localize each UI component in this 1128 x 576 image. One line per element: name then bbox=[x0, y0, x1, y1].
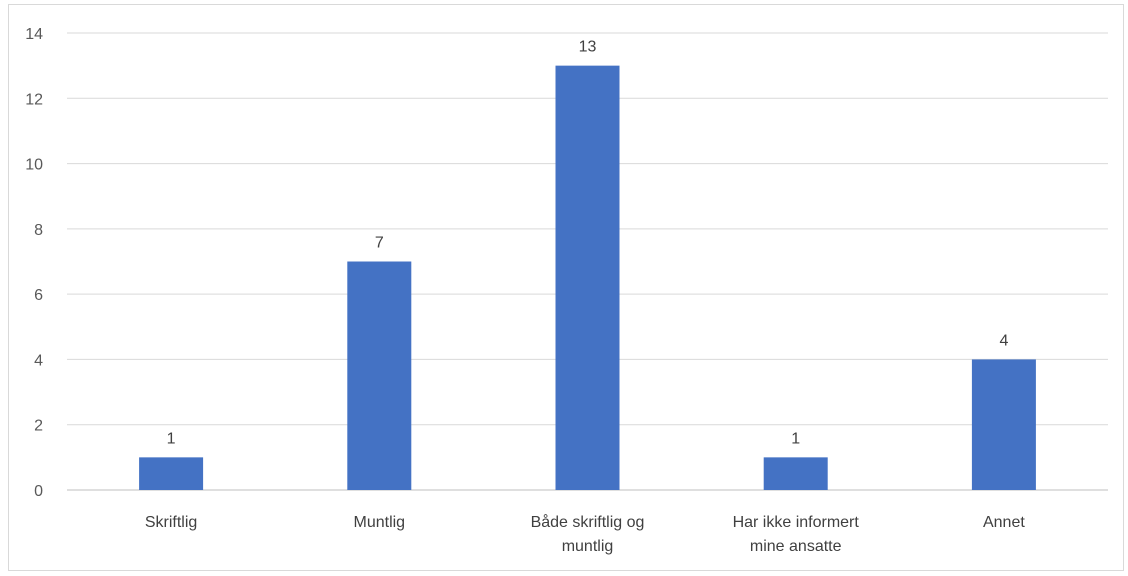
data-label: 7 bbox=[375, 235, 384, 252]
y-tick-label: 6 bbox=[34, 287, 43, 304]
data-label: 13 bbox=[579, 39, 597, 56]
x-category-label: Skriftlig bbox=[145, 514, 197, 531]
x-category-label: Annet bbox=[983, 514, 1025, 531]
data-label: 1 bbox=[791, 430, 800, 447]
y-tick-label: 8 bbox=[34, 222, 43, 239]
x-category-line: muntlig bbox=[562, 538, 614, 555]
y-tick-label: 2 bbox=[34, 418, 43, 435]
bars bbox=[139, 65, 1036, 491]
x-category-line: Har ikke informert bbox=[733, 514, 860, 531]
y-tick-label: 14 bbox=[25, 26, 43, 43]
x-category-label: Har ikke informert mine ansatte bbox=[733, 514, 860, 555]
data-labels: 1 7 13 1 4 bbox=[167, 39, 1009, 448]
bar bbox=[555, 65, 620, 491]
x-category-label: Både skriftlig og muntlig bbox=[531, 513, 645, 555]
bar bbox=[139, 457, 204, 490]
bar bbox=[971, 359, 1036, 490]
data-label: 1 bbox=[167, 430, 176, 447]
y-tick-label: 0 bbox=[34, 483, 43, 500]
bar bbox=[763, 457, 828, 490]
bar bbox=[347, 261, 412, 490]
x-category-line: Annet bbox=[983, 514, 1025, 531]
x-category-line: Skriftlig bbox=[145, 514, 197, 531]
x-axis-categories: Skriftlig Muntlig Både skriftlig og muntlig… bbox=[145, 513, 1025, 555]
x-category-line: Muntlig bbox=[354, 514, 406, 531]
y-tick-label: 4 bbox=[34, 352, 43, 369]
x-category-line: Både skriftlig og bbox=[531, 513, 645, 531]
x-category-line: mine ansatte bbox=[750, 538, 842, 555]
x-category-label: Muntlig bbox=[354, 514, 406, 531]
y-tick-label: 12 bbox=[25, 91, 43, 108]
data-label: 4 bbox=[999, 332, 1008, 349]
y-tick-label: 10 bbox=[25, 157, 43, 174]
y-axis-ticks: 0 2 4 6 8 10 12 14 bbox=[25, 26, 43, 500]
